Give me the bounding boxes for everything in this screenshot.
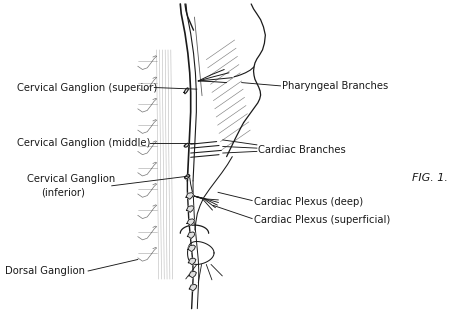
Text: Cervical Ganglion (middle): Cervical Ganglion (middle): [17, 138, 151, 148]
Polygon shape: [186, 206, 194, 212]
Text: Dorsal Ganglion: Dorsal Ganglion: [5, 266, 85, 276]
Text: Cervical Ganglion (superior): Cervical Ganglion (superior): [17, 83, 157, 92]
Text: FIG. 1.: FIG. 1.: [412, 173, 448, 183]
Polygon shape: [187, 232, 195, 239]
Text: Cardiac Plexus (deep): Cardiac Plexus (deep): [254, 197, 363, 207]
Polygon shape: [188, 258, 196, 265]
Polygon shape: [184, 174, 190, 179]
Polygon shape: [188, 245, 195, 252]
Polygon shape: [184, 143, 189, 147]
Polygon shape: [187, 219, 194, 225]
Polygon shape: [186, 193, 193, 199]
Text: Pharyngeal Branches: Pharyngeal Branches: [282, 81, 388, 91]
Polygon shape: [184, 88, 188, 94]
Text: Cervical Ganglion: Cervical Ganglion: [27, 174, 115, 184]
Text: Cardiac Branches: Cardiac Branches: [258, 145, 346, 155]
Polygon shape: [189, 271, 196, 278]
Text: Cardiac Plexus (superficial): Cardiac Plexus (superficial): [254, 215, 390, 225]
Text: (inferior): (inferior): [41, 187, 85, 197]
Polygon shape: [189, 284, 197, 291]
